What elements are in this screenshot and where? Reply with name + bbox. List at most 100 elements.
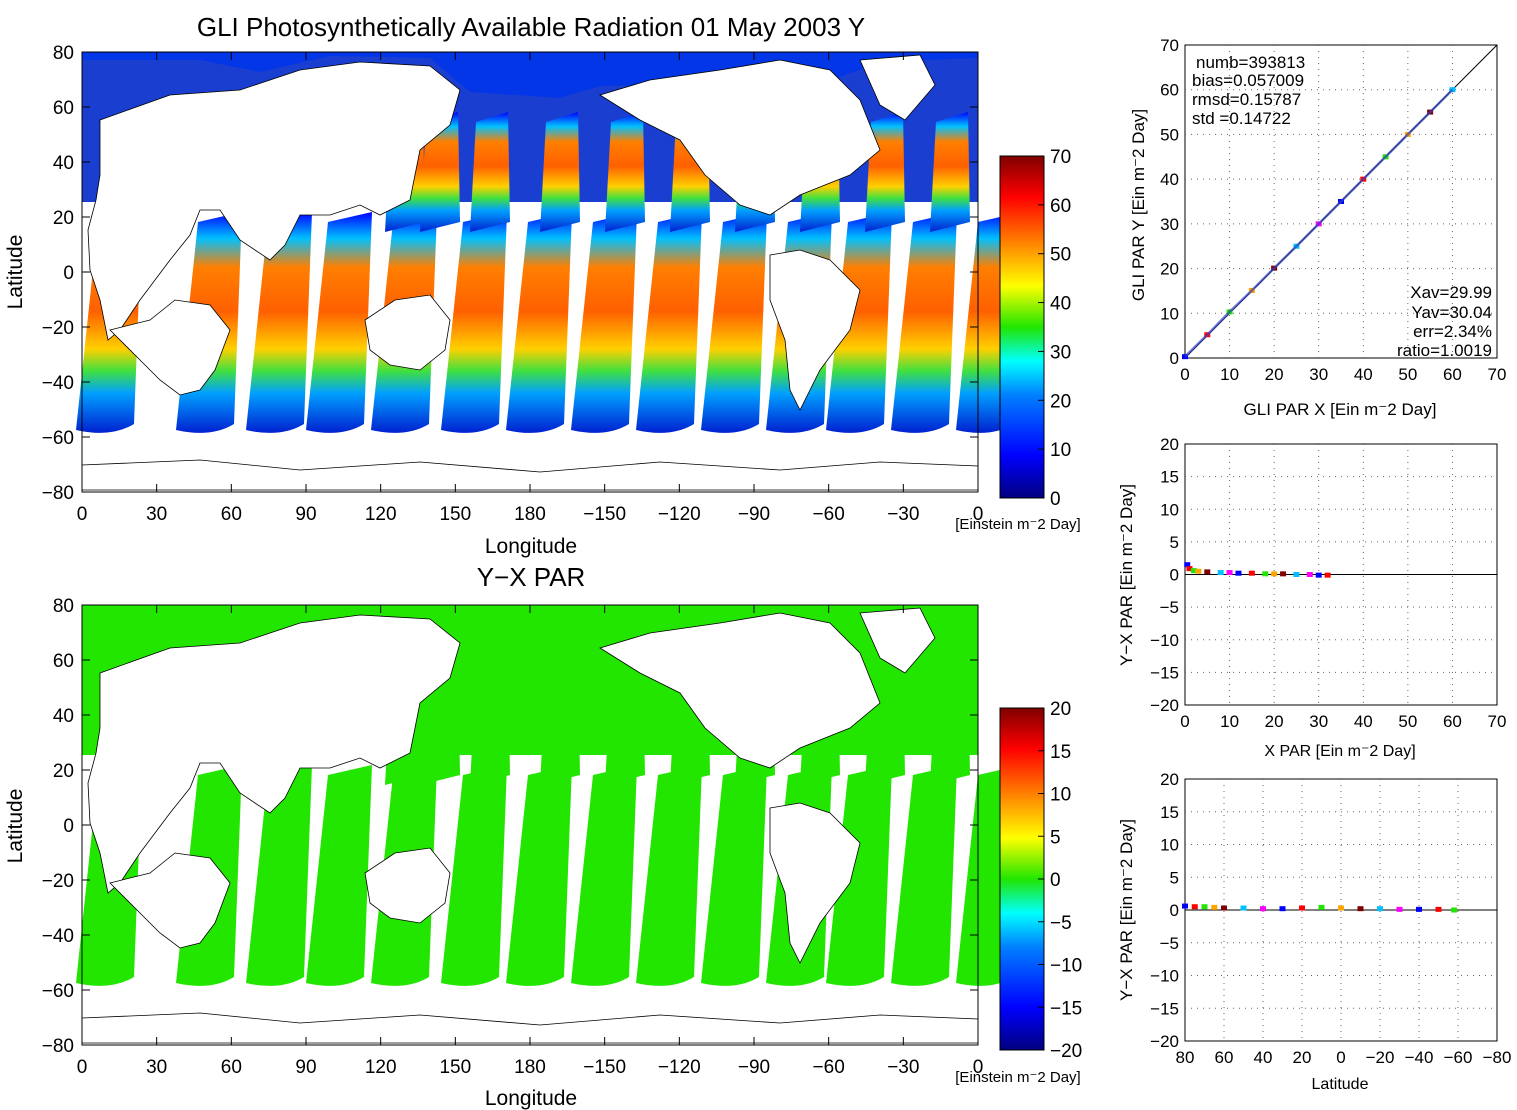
- map-top-ylabel: Latitude: [4, 235, 27, 310]
- x-tick-label: −80: [1483, 1048, 1512, 1067]
- colorbar-tick-label: 30: [1050, 342, 1071, 363]
- data-point: [1271, 571, 1278, 577]
- y-tick-label: 5: [1170, 533, 1179, 552]
- landmass: [769, 802, 861, 964]
- swath: [506, 212, 572, 433]
- data-point: [1186, 566, 1193, 572]
- x-tick-label: 150: [439, 1057, 471, 1078]
- data-point: [1338, 905, 1344, 911]
- stat-rmsd: rmsd=0.15787: [1192, 90, 1301, 109]
- colorbar-tick-label: 40: [1050, 294, 1071, 315]
- x-tick-label: 60: [221, 1057, 242, 1078]
- data-point: [1217, 570, 1224, 576]
- x-tick-label: 70: [1488, 365, 1507, 384]
- x-tick-label: 0: [1336, 1048, 1345, 1067]
- x-tick-label: 40: [1354, 365, 1373, 384]
- x-tick-label: −40: [1405, 1048, 1434, 1067]
- landmass: [87, 61, 461, 341]
- x-tick-label: −30: [887, 504, 919, 525]
- x-tick-label: 60: [1443, 712, 1462, 731]
- scatter-diff-lat-panel: 80 60 40 20 0 −20 −40 −60 −80 20 15 10 5 0 −5 −10 −15 −20…: [1117, 770, 1511, 1093]
- data-point: [1235, 570, 1242, 576]
- data-point: [1182, 903, 1188, 909]
- swath: [636, 212, 702, 433]
- data-point: [1226, 570, 1233, 576]
- swath: [826, 765, 892, 986]
- y-tick-label: 20: [1160, 435, 1179, 454]
- x-tick-label: −90: [738, 504, 770, 525]
- map-bottom-title: Y−X PAR: [477, 562, 586, 592]
- x-tick-label: 0: [77, 1057, 88, 1078]
- x-tick-label: 40: [1254, 1048, 1273, 1067]
- swath: [246, 212, 312, 433]
- y-tick-label: 20: [53, 761, 74, 782]
- y-tick-label: −20: [1150, 1032, 1179, 1051]
- colorbar-tick-label: 20: [1050, 699, 1071, 720]
- y-tick-label: 60: [53, 98, 74, 119]
- y-tick-label: 0: [63, 816, 74, 837]
- colorbar-tick-label: 10: [1050, 440, 1071, 461]
- swath: [571, 212, 637, 433]
- stat-std: std =0.14722: [1192, 109, 1291, 128]
- data-point: [1211, 904, 1218, 910]
- x-tick-label: 30: [146, 1057, 167, 1078]
- y-tick-label: −10: [1150, 967, 1179, 986]
- y-tick-label: −60: [42, 428, 74, 449]
- data-point: [1195, 568, 1202, 574]
- x-tick-label: 80: [1176, 1048, 1195, 1067]
- y-tick-label: 60: [1160, 81, 1179, 100]
- swath: [441, 765, 507, 986]
- map-top-xlabel: Longitude: [485, 535, 577, 558]
- y-tick-label: 10: [1160, 836, 1179, 855]
- data-point: [1240, 905, 1247, 911]
- x-tick-label: 0: [973, 1057, 984, 1078]
- y-tick-label: 80: [53, 43, 74, 64]
- scatter-xy-ylabel: GLI PAR Y [Ein m⁻2 Day]: [1129, 109, 1148, 301]
- y-tick-label: −20: [42, 318, 74, 339]
- data-point: [1293, 572, 1300, 577]
- data-point: [1184, 562, 1191, 568]
- landmass: [364, 294, 451, 371]
- y-tick-label: 0: [1170, 349, 1179, 368]
- x-tick-label: 10: [1220, 712, 1239, 731]
- x-tick-label: −30: [887, 1057, 919, 1078]
- data-point: [1306, 572, 1313, 577]
- x-tick-label: 0: [973, 504, 984, 525]
- y-tick-label: 40: [53, 706, 74, 727]
- scatter-xy-plot: 0 10 20 30 40 50 60 70 0 10 20 30 40 50 60 70: [1160, 36, 1506, 384]
- landmass: [87, 614, 461, 894]
- y-tick-label: −80: [42, 1036, 74, 1057]
- x-tick-label: 0: [1180, 365, 1189, 384]
- x-tick-label: 20: [1293, 1048, 1312, 1067]
- swath-north: [930, 665, 970, 785]
- colorbar-tick-label: 10: [1050, 785, 1071, 806]
- stat-ratio: ratio=1.0019: [1397, 341, 1492, 360]
- x-tick-label: 40: [1354, 712, 1373, 731]
- x-tick-label: −150: [583, 504, 626, 525]
- y-tick-label: −20: [42, 871, 74, 892]
- y-tick-label: −5: [1160, 934, 1179, 953]
- y-tick-label: −40: [42, 373, 74, 394]
- x-tick-label: 10: [1220, 365, 1239, 384]
- map-top-colorbar-unit: [Einstein m⁻2 Day]: [955, 516, 1080, 533]
- colorbar-tick-label: −5: [1050, 913, 1072, 934]
- x-tick-label: 90: [295, 1057, 316, 1078]
- x-tick-label: 60: [1443, 365, 1462, 384]
- x-tick-label: 30: [146, 504, 167, 525]
- data-point: [1318, 904, 1325, 910]
- swath: [441, 212, 507, 433]
- x-tick-label: 0: [1180, 712, 1189, 731]
- swath-north: [605, 112, 645, 232]
- y-tick-label: 30: [1160, 215, 1179, 234]
- x-tick-label: 120: [365, 504, 397, 525]
- x-tick-label: −120: [658, 504, 701, 525]
- map-top-colorbar: [999, 155, 1045, 499]
- y-tick-label: −15: [1150, 663, 1179, 682]
- scatter-diff-x-xlabel: X PAR [Ein m⁻2 Day]: [1264, 743, 1415, 760]
- y-tick-label: 60: [53, 651, 74, 672]
- swath: [891, 765, 957, 986]
- data-point: [1377, 906, 1383, 912]
- scatter-diff-lat-plot: 80 60 40 20 0 −20 −40 −60 −80 20 15 10 5 0 −5 −10 −15 −20: [1150, 770, 1511, 1067]
